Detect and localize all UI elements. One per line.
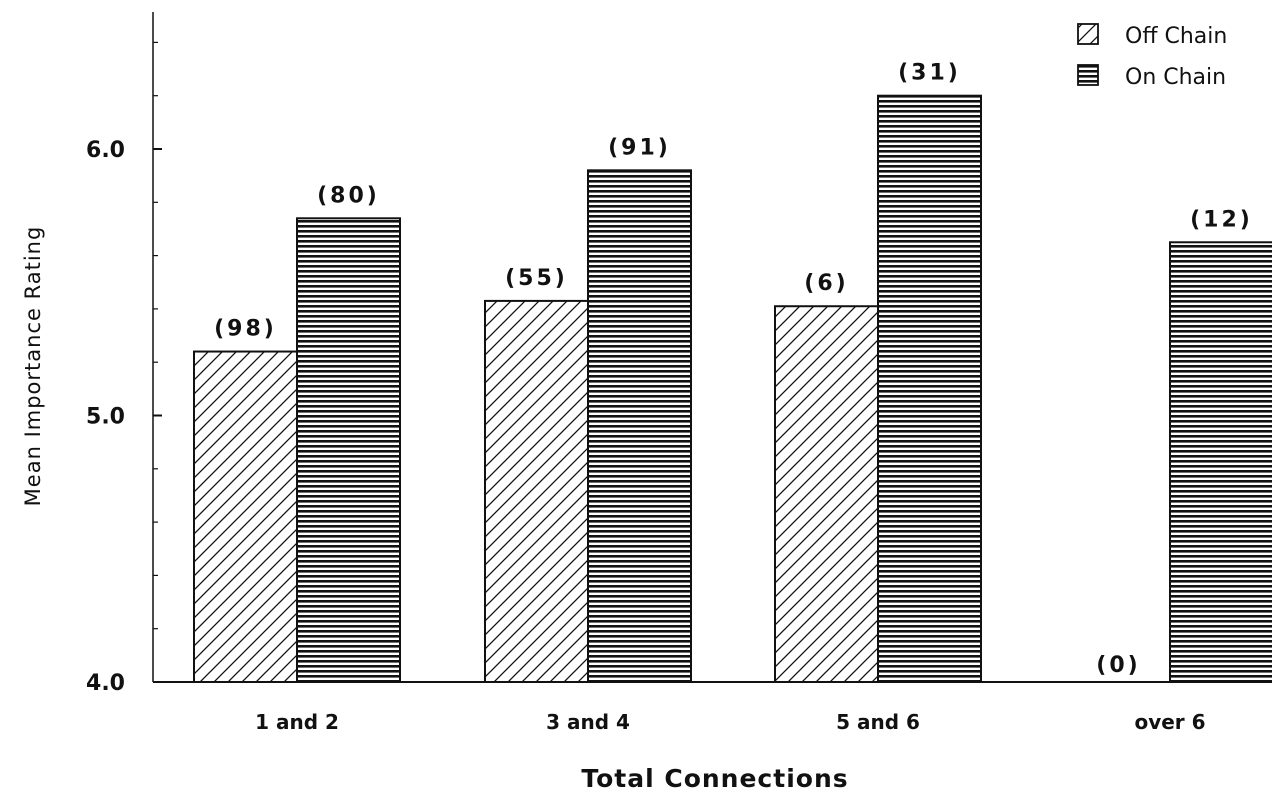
bar-on-chain [877,94,982,683]
legend: Off Chain On Chain [1077,23,1227,90]
bar-off-chain [774,305,879,683]
legend-label: On Chain [1125,65,1226,90]
y-tick-label: 6.0 [86,138,125,163]
bar-off-chain [484,299,589,683]
legend-swatch [1077,64,1099,86]
bar-count-label: (80) [317,183,380,208]
legend-swatch [1077,23,1099,45]
bar-count-label: (98) [214,317,277,342]
bar-on-chain [296,217,401,683]
y-tick-label: 5.0 [86,405,125,430]
x-tick-label: over 6 [1134,710,1205,734]
bar-count-label: (12) [1190,207,1253,232]
bar-count-label: (31) [898,61,961,86]
bar-count-label: (6) [804,271,848,296]
x-tick-label: 5 and 6 [836,710,920,734]
bars: (98) (80) 1 and 2 (55) (91) 3 and 4 (6) (31) 5 a… [193,61,1272,734]
bar-on-chain [587,169,692,683]
bar-count-label: (55) [505,266,568,291]
bar-count-label: (91) [608,135,671,160]
y-axis-title: Mean Importance Rating [21,226,45,507]
y-tick-label: 4.0 [86,671,125,696]
x-tick-label: 1 and 2 [255,710,339,734]
bar-on-chain [1169,241,1272,683]
bar-count-label: (0) [1096,653,1140,678]
x-tick-label: 3 and 4 [546,710,630,734]
x-axis-title: Total Connections [581,764,848,793]
legend-label: Off Chain [1125,24,1227,49]
bar-off-chain [193,350,298,683]
